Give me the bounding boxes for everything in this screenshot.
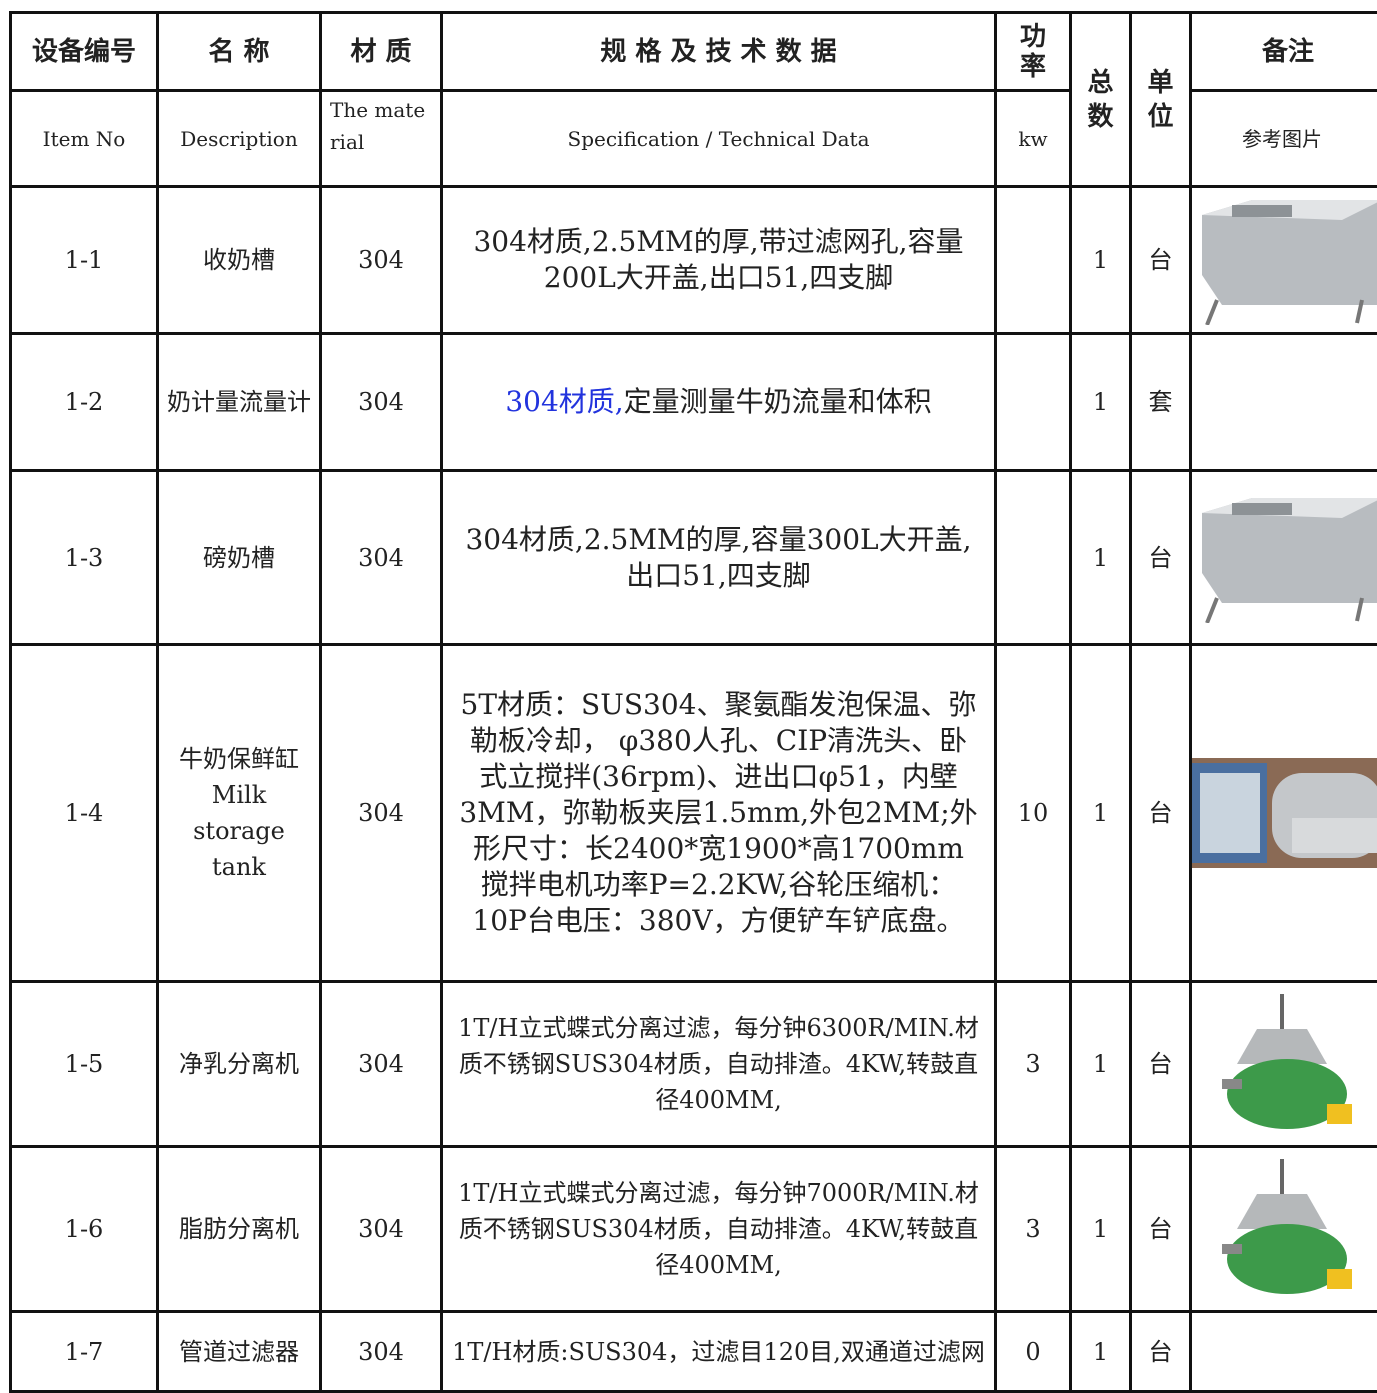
cell: 套 bbox=[1131, 334, 1191, 471]
cell: 304 bbox=[321, 471, 442, 645]
storage-tank-image bbox=[1192, 758, 1377, 868]
cell: 脂肪分离机 bbox=[158, 1147, 321, 1312]
cell: 304 bbox=[321, 334, 442, 471]
header-cell: 设备编号 bbox=[11, 13, 158, 91]
cell: 304 bbox=[321, 187, 442, 334]
cell: 台 bbox=[1131, 1312, 1191, 1392]
cell: 1-4 bbox=[11, 645, 158, 982]
header-cell: Item No bbox=[11, 91, 158, 187]
cell: 1T/H立式蝶式分离过滤，每分钟6300R/MIN.材质不锈钢SUS304材质，… bbox=[442, 982, 996, 1147]
header-cell: The material bbox=[321, 91, 442, 187]
cell: 10 bbox=[996, 645, 1071, 982]
separator-image bbox=[1217, 1154, 1377, 1304]
cell: 304 bbox=[321, 645, 442, 982]
cell: 1-7 bbox=[11, 1312, 158, 1392]
cell: 304材质,定量测量牛奶流量和体积 bbox=[442, 334, 996, 471]
separator-image bbox=[1217, 989, 1377, 1139]
cell: 1 bbox=[1071, 334, 1131, 471]
cell bbox=[996, 187, 1071, 334]
cell bbox=[1191, 1312, 1377, 1392]
cell: 1 bbox=[1071, 982, 1131, 1147]
text: 定量测量牛奶流量和体积 bbox=[624, 385, 932, 418]
cell: 1-3 bbox=[11, 471, 158, 645]
cell bbox=[1191, 334, 1377, 471]
header-cell: 单位 bbox=[1131, 13, 1191, 187]
highlight-text: 304材质, bbox=[505, 385, 623, 418]
cell: 1T/H材质:SUS304，过滤目120目,双通道过滤网 bbox=[442, 1312, 996, 1392]
cell: 净乳分离机 bbox=[158, 982, 321, 1147]
equipment-table: 设备编号 名 称 材 质 规 格 及 技 术 数 据 功率 总数 单位 备注 I… bbox=[9, 11, 1377, 1393]
cell: 304 bbox=[321, 1312, 442, 1392]
cell: 304 bbox=[321, 982, 442, 1147]
header-cell: 参考图片 bbox=[1191, 91, 1377, 187]
cell: 1-2 bbox=[11, 334, 158, 471]
header-cell: Description bbox=[158, 91, 321, 187]
cell: 台 bbox=[1131, 645, 1191, 982]
cell: 1 bbox=[1071, 1147, 1131, 1312]
cell: 1-5 bbox=[11, 982, 158, 1147]
header-cell: 名 称 bbox=[158, 13, 321, 91]
cell bbox=[996, 334, 1071, 471]
tank-image bbox=[1192, 493, 1377, 623]
cell bbox=[1191, 187, 1377, 334]
header-cell: 备注 bbox=[1191, 13, 1377, 91]
header-cell: 材 质 bbox=[321, 13, 442, 91]
cell bbox=[1191, 645, 1377, 982]
cell: 台 bbox=[1131, 1147, 1191, 1312]
cell: 1 bbox=[1071, 1312, 1131, 1392]
header-cell: Specification / Technical Data bbox=[442, 91, 996, 187]
cell: 3 bbox=[996, 1147, 1071, 1312]
cell bbox=[1191, 982, 1377, 1147]
cell bbox=[996, 471, 1071, 645]
cell: 磅奶槽 bbox=[158, 471, 321, 645]
cell: 1-6 bbox=[11, 1147, 158, 1312]
header-cell: 规 格 及 技 术 数 据 bbox=[442, 13, 996, 91]
tank-image bbox=[1192, 195, 1377, 325]
cell: 管道过滤器 bbox=[158, 1312, 321, 1392]
cell: 304 bbox=[321, 1147, 442, 1312]
cell: 1-1 bbox=[11, 187, 158, 334]
cell: 1T/H立式蝶式分离过滤，每分钟7000R/MIN.材质不锈钢SUS304材质，… bbox=[442, 1147, 996, 1312]
cell: 台 bbox=[1131, 471, 1191, 645]
cell: 0 bbox=[996, 1312, 1071, 1392]
cell: 收奶槽 bbox=[158, 187, 321, 334]
cell: 5T材质：SUS304、聚氨酯发泡保温、弥勒板冷却， φ380人孔、CIP清洗头… bbox=[442, 645, 996, 982]
cell: 1 bbox=[1071, 645, 1131, 982]
cell: 牛奶保鲜缸 Milk storage tank bbox=[158, 645, 321, 982]
cell: 304材质,2.5MM的厚,带过滤网孔,容量200L大开盖,出口51,四支脚 bbox=[442, 187, 996, 334]
cell bbox=[1191, 1147, 1377, 1312]
cell: 304材质,2.5MM的厚,容量300L大开盖,出口51,四支脚 bbox=[442, 471, 996, 645]
header-cell: kw bbox=[996, 91, 1071, 187]
header-cell: 功率 bbox=[996, 13, 1071, 91]
cell: 奶计量流量计 bbox=[158, 334, 321, 471]
cell: 1 bbox=[1071, 187, 1131, 334]
cell bbox=[1191, 471, 1377, 645]
header-cell: 总数 bbox=[1071, 13, 1131, 187]
cell: 台 bbox=[1131, 187, 1191, 334]
cell: 台 bbox=[1131, 982, 1191, 1147]
cell: 1 bbox=[1071, 471, 1131, 645]
cell: 3 bbox=[996, 982, 1071, 1147]
